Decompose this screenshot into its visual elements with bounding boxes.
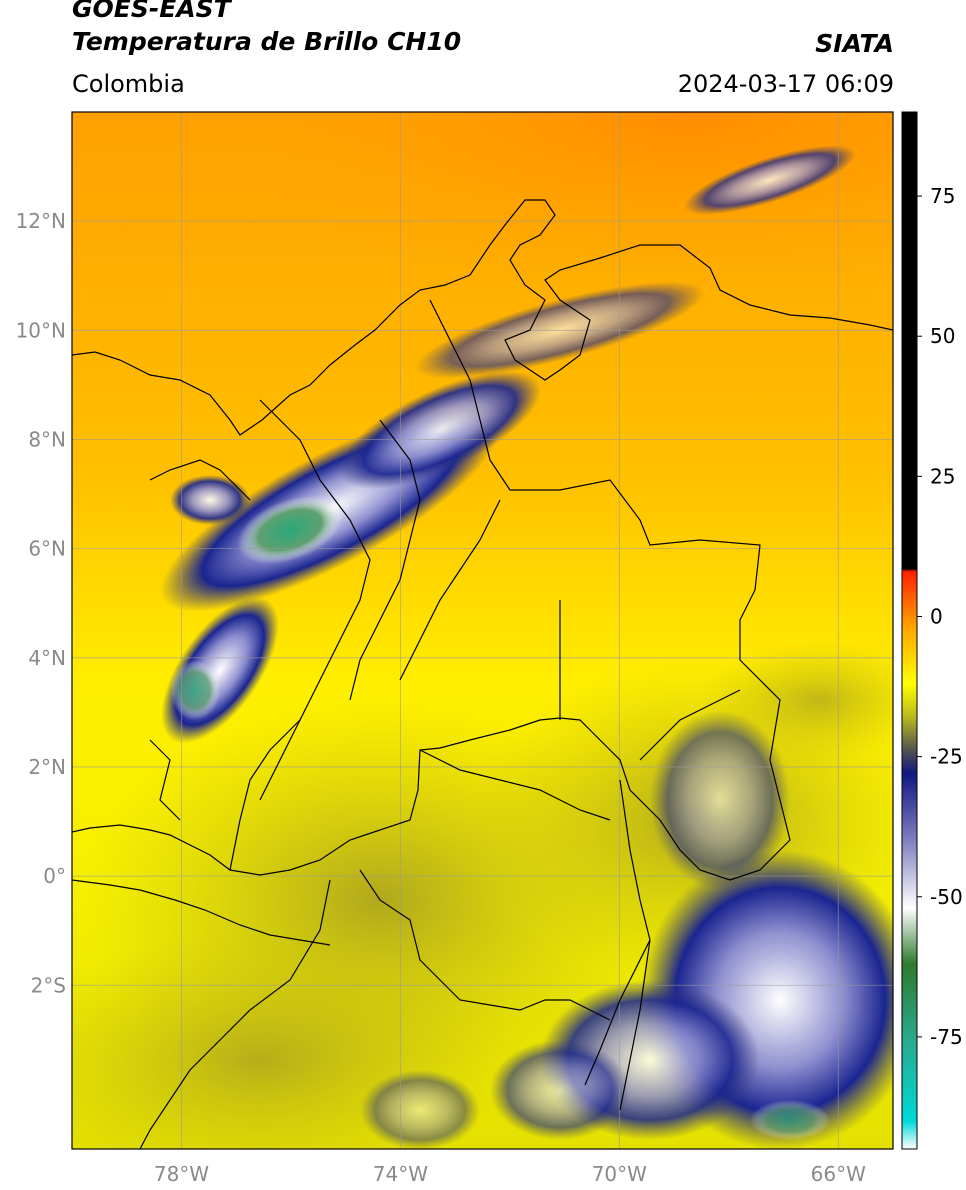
colorbar-tick-label: -25	[930, 745, 963, 769]
region-label: Colombia	[72, 70, 185, 98]
latitude-ticks: 12°N 10°N 8°N 6°N 4°N 2°N 0° 2°S	[16, 209, 66, 997]
colorbar-tick-label: 75	[930, 184, 955, 208]
map-frame	[71, 111, 894, 1150]
lat-tick-label: 12°N	[16, 209, 66, 233]
lat-tick-label: 2°S	[31, 973, 66, 997]
satellite-title: GOES-EAST	[72, 0, 231, 23]
colorbar-tick-label: -50	[930, 885, 963, 909]
colorbar-tick-label: -75	[930, 1025, 963, 1049]
colorbar-tick-label: 50	[930, 324, 955, 348]
agency-label: SIATA	[815, 29, 894, 58]
colorbar-frame	[901, 111, 918, 1150]
lon-tick-label: 74°W	[373, 1162, 428, 1186]
colorbar-ticks: 75 50 25 0 -25 -50 -75	[917, 184, 963, 1049]
graticule	[72, 112, 893, 1149]
satellite-imagery	[72, 112, 893, 1149]
colorbar: 75 50 25 0 -25 -50 -75	[901, 111, 963, 1150]
colorbar-tick-label: 0	[930, 604, 943, 628]
borders	[72, 199, 893, 1149]
lat-tick-label: 4°N	[28, 646, 66, 670]
lat-tick-label: 10°N	[16, 318, 66, 342]
colorbar-gradient	[902, 112, 917, 1149]
longitude-ticks: 78°W 74°W 70°W 66°W	[154, 1162, 866, 1186]
lon-tick-label: 70°W	[592, 1162, 647, 1186]
lon-tick-label: 66°W	[811, 1162, 866, 1186]
lon-tick-label: 78°W	[154, 1162, 209, 1186]
datetime-label: 2024-03-17 06:09	[677, 70, 894, 98]
lat-tick-label: 0°	[43, 864, 66, 888]
lat-tick-label: 6°N	[28, 537, 66, 561]
product-title: Temperatura de Brillo CH10	[72, 27, 462, 56]
lat-tick-label: 2°N	[28, 755, 66, 779]
lat-tick-label: 8°N	[28, 427, 66, 451]
colorbar-tick-label: 25	[930, 464, 955, 488]
